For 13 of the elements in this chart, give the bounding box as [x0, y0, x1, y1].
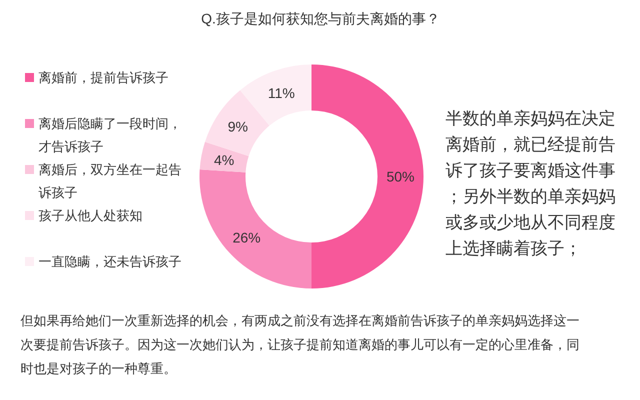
data-label: 9% [228, 118, 248, 134]
data-label: 11% [268, 84, 295, 101]
legend-label: 离婚后，双方坐在一起告诉孩子 [38, 162, 182, 200]
legend-label: 一直隐瞒，还未告诉孩子 [38, 254, 182, 269]
text: 半数的单亲妈妈在决定离婚前，就已经提前告诉了孩子要离婚这件事；另外半数的单亲妈妈或多或少地从不同程度上选择瞒着孩子； [446, 109, 616, 258]
text: 但如果再给她们一次重新选择的机会，有两成之前没有选择在离婚前告诉孩子的单亲妈妈选择这一次要提前告诉孩子。因为这一次她们认为，让孩子提前知道离婚的事儿可以有一定的心里准备，同时也是对孩子的一种尊重。 [20, 313, 580, 376]
data-label: 50% [386, 168, 415, 184]
chart-title: Q.孩子是如何获知您与前夫离婚的事？ [201, 10, 440, 26]
data-label: 26% [232, 229, 261, 246]
data-label: 4% [214, 152, 234, 168]
legend-label: 离婚后隐瞒了一段时间，才告诉孩子 [38, 116, 182, 154]
legend-label: 离婚前，提前告诉孩子 [38, 70, 168, 85]
legend-label: 孩子从他人处获知 [38, 208, 142, 223]
